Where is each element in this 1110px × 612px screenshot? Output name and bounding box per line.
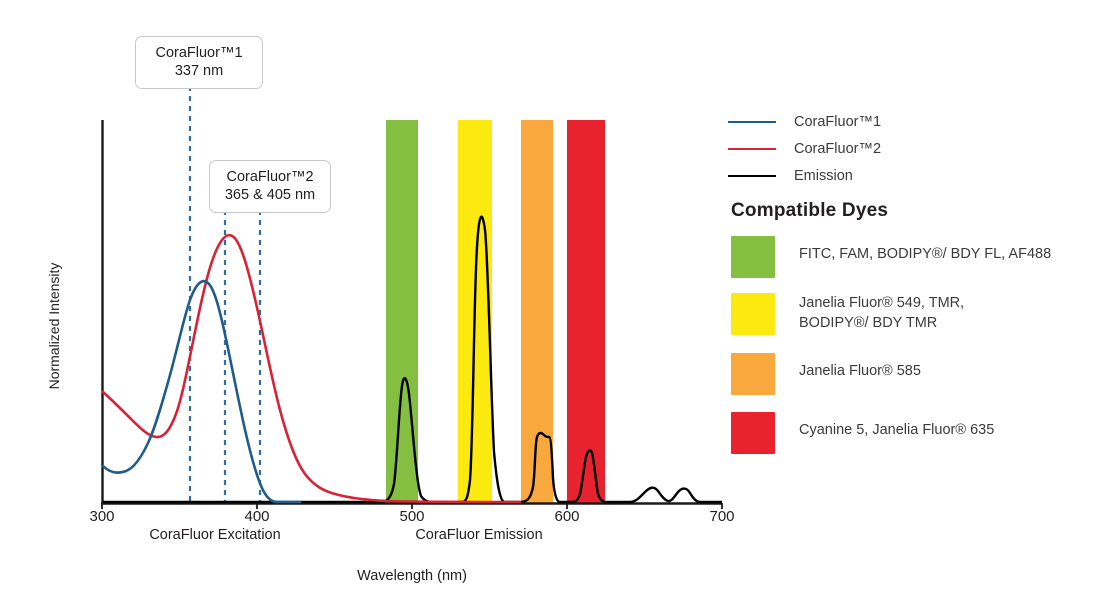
- legend-label-emission: Emission: [794, 167, 853, 184]
- series-legend: CoraFluor™1 CoraFluor™2 Emission: [728, 108, 1098, 189]
- dye-label-orange-line1: Janelia Fluor® 585: [799, 363, 921, 379]
- dye-label-green-line1: FITC, FAM, BODIPY®/ BDY FL, AF488: [799, 246, 1052, 262]
- callout-corafluor2-title: CoraFluor™2: [226, 169, 314, 185]
- x-axis-ticks: [101, 503, 723, 509]
- dye-label-yellow-line1: Janelia Fluor® 549, TMR,: [799, 295, 965, 311]
- legend-label-corafluor2: CoraFluor™2: [794, 140, 882, 157]
- legend-label-corafluor1: CoraFluor™1: [794, 113, 882, 130]
- region-label-emission: CoraFluor Emission: [415, 527, 543, 543]
- dye-label-orange: Janelia Fluor® 585: [799, 353, 921, 382]
- callout-corafluor1: CoraFluor™1 337 nm: [135, 36, 263, 90]
- legend-line-emission: [728, 174, 776, 177]
- x-tick-400: 400: [244, 508, 270, 525]
- x-tick-300: 300: [89, 508, 115, 525]
- dye-swatch-red: [731, 412, 775, 454]
- compatible-dyes-title: Compatible Dyes: [731, 200, 889, 221]
- y-axis-title: Normalized Intensity: [46, 262, 62, 390]
- dye-label-yellow-line2: BODIPY®/ BDY TMR: [799, 314, 938, 331]
- compatible-dyes-list: FITC, FAM, BODIPY®/ BDY FL, AF488 Janeli…: [731, 236, 1106, 469]
- emission-band-red: [567, 120, 605, 503]
- region-label-excitation: CoraFluor Excitation: [149, 527, 281, 543]
- dye-swatch-orange: [731, 353, 775, 395]
- dye-swatch-yellow: [731, 293, 775, 335]
- corafluor1-excitation-curve: [101, 279, 302, 504]
- legend-line-corafluor1: [728, 120, 776, 123]
- emission-bands: [386, 120, 605, 503]
- legend-item-corafluor2: CoraFluor™2: [728, 135, 1098, 162]
- x-tick-500: 500: [399, 508, 425, 525]
- x-axis-title: Wavelength (nm): [357, 568, 467, 584]
- dye-label-yellow: Janelia Fluor® 549, TMR, BODIPY®/ BDY TM…: [799, 293, 964, 333]
- plot-axes: [101, 120, 723, 509]
- legend-item-corafluor1: CoraFluor™1: [728, 108, 1098, 135]
- legend-item-emission: Emission: [728, 162, 1098, 189]
- corafluor2-excitation-curve: [101, 233, 522, 504]
- callout-corafluor1-value: 337 nm: [174, 63, 224, 80]
- dye-row-orange: Janelia Fluor® 585: [731, 353, 1106, 395]
- dye-label-red-line1: Cyanine 5, Janelia Fluor® 635: [799, 422, 995, 438]
- callout-corafluor2-value: 365 & 405 nm: [224, 187, 316, 204]
- x-tick-600: 600: [554, 508, 580, 525]
- dye-row-green: FITC, FAM, BODIPY®/ BDY FL, AF488: [731, 236, 1106, 278]
- callout-corafluor1-title: CoraFluor™1: [155, 45, 243, 61]
- excitation-marker-lines: [188, 86, 262, 503]
- dye-label-red: Cyanine 5, Janelia Fluor® 635: [799, 412, 994, 441]
- legend-line-corafluor2: [728, 147, 776, 150]
- dye-row-red: Cyanine 5, Janelia Fluor® 635: [731, 412, 1106, 454]
- dye-swatch-green: [731, 236, 775, 278]
- dye-row-yellow: Janelia Fluor® 549, TMR, BODIPY®/ BDY TM…: [731, 293, 1106, 335]
- x-tick-700: 700: [709, 508, 735, 525]
- callout-corafluor2: CoraFluor™2 365 & 405 nm: [209, 160, 331, 214]
- dye-label-green: FITC, FAM, BODIPY®/ BDY FL, AF488: [799, 236, 1051, 265]
